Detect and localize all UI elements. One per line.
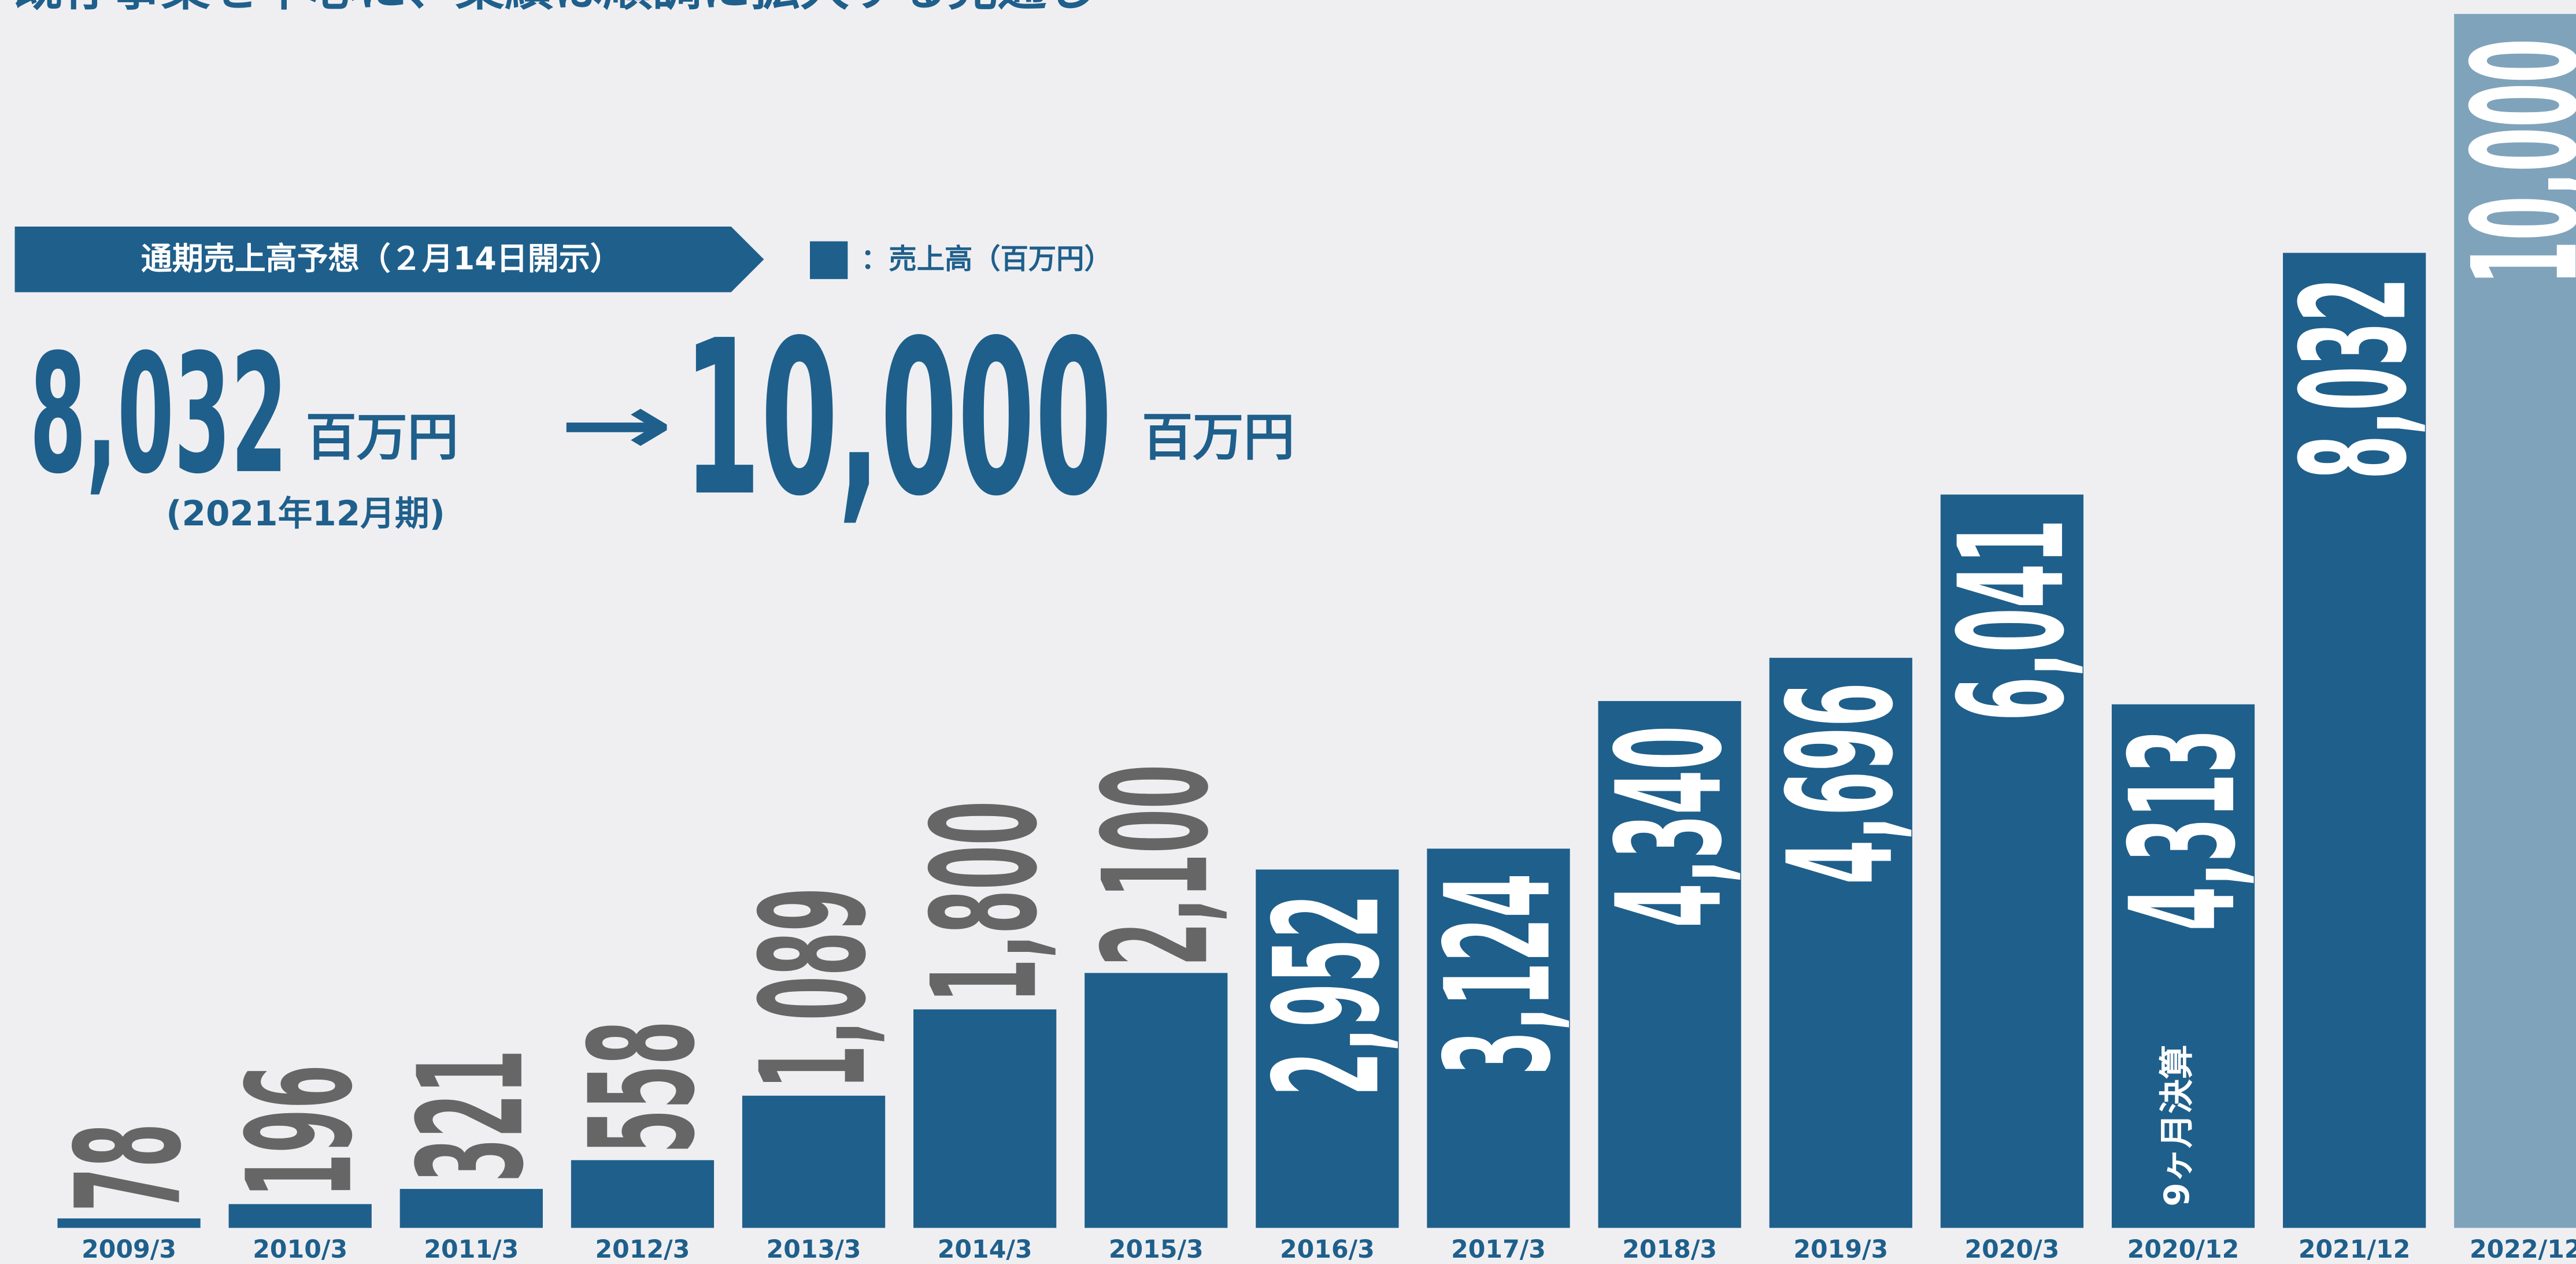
arrow: → bbox=[558, 377, 673, 473]
data-label: 10,000 bbox=[2441, 39, 2576, 285]
from-period: (2021年12月期) bbox=[166, 494, 445, 534]
chart-title: 既存事業を中心に、業績は順調に拡大する見通し bbox=[13, 0, 1096, 17]
data-label: 4,313 bbox=[2099, 729, 2267, 931]
bar bbox=[1427, 848, 1570, 1228]
x-tick-label: 2020/12 bbox=[2127, 1235, 2240, 1264]
annotation: 9ヶ月決算 bbox=[2157, 1045, 2197, 1207]
data-label: 321 bbox=[387, 1050, 556, 1183]
x-tick-label: 2017/3 bbox=[1451, 1235, 1546, 1264]
x-tick-label: 2013/3 bbox=[767, 1235, 861, 1264]
data-label: 196 bbox=[216, 1065, 384, 1198]
data-label: 6,041 bbox=[1928, 519, 2096, 721]
bar bbox=[1598, 700, 1741, 1228]
legend-swatch bbox=[810, 241, 848, 279]
x-tick-label: 2016/3 bbox=[1280, 1235, 1375, 1264]
legend-text: ：売上高（百万円） bbox=[861, 243, 1112, 276]
bar bbox=[2454, 14, 2576, 1228]
data-label: 2,952 bbox=[1243, 894, 1411, 1096]
x-tick-label: 2018/3 bbox=[1622, 1235, 1717, 1264]
data-label: 2,100 bbox=[1072, 765, 1240, 966]
banner-text: 通期売上高予想（２月14日開示） bbox=[141, 240, 621, 277]
bar bbox=[399, 1189, 543, 1228]
bar bbox=[1256, 869, 1399, 1228]
bar bbox=[2111, 704, 2255, 1228]
data-label: 4,696 bbox=[1757, 683, 1925, 884]
bar bbox=[57, 1218, 201, 1228]
bar bbox=[2283, 253, 2426, 1228]
data-label: 8,032 bbox=[2270, 277, 2438, 479]
x-tick-label: 2022/12 bbox=[2470, 1235, 2576, 1264]
data-label: 4,340 bbox=[1586, 726, 1754, 928]
data-label: 558 bbox=[558, 1021, 727, 1154]
to-value: 10,000 bbox=[683, 295, 1112, 543]
bar bbox=[1940, 494, 2084, 1228]
x-tick-label: 2010/3 bbox=[253, 1235, 347, 1264]
bar bbox=[1769, 658, 1912, 1228]
to-unit: 百万円 bbox=[1142, 407, 1294, 467]
bar bbox=[913, 1009, 1057, 1228]
bar bbox=[1085, 973, 1228, 1228]
x-tick-label: 2021/12 bbox=[2299, 1235, 2411, 1264]
data-label: 1,089 bbox=[730, 887, 898, 1089]
x-tick-label: 2015/3 bbox=[1109, 1235, 1204, 1264]
data-label: 3,124 bbox=[1414, 873, 1582, 1075]
from-value: 8,032 bbox=[29, 319, 287, 510]
x-tick-label: 2012/3 bbox=[595, 1235, 690, 1264]
x-tick-label: 2014/3 bbox=[938, 1235, 1032, 1264]
bar bbox=[228, 1204, 372, 1228]
x-tick-label: 2020/3 bbox=[1964, 1235, 2059, 1264]
bar bbox=[571, 1160, 715, 1228]
from-unit: 百万円 bbox=[306, 407, 458, 467]
x-tick-label: 2011/3 bbox=[424, 1235, 519, 1264]
data-label: 1,800 bbox=[901, 801, 1069, 1003]
bar bbox=[742, 1095, 886, 1228]
x-tick-label: 2019/3 bbox=[1793, 1235, 1888, 1264]
x-tick-label: 2009/3 bbox=[82, 1235, 176, 1264]
banner-box bbox=[14, 226, 764, 292]
data-label: 78 bbox=[45, 1123, 213, 1211]
